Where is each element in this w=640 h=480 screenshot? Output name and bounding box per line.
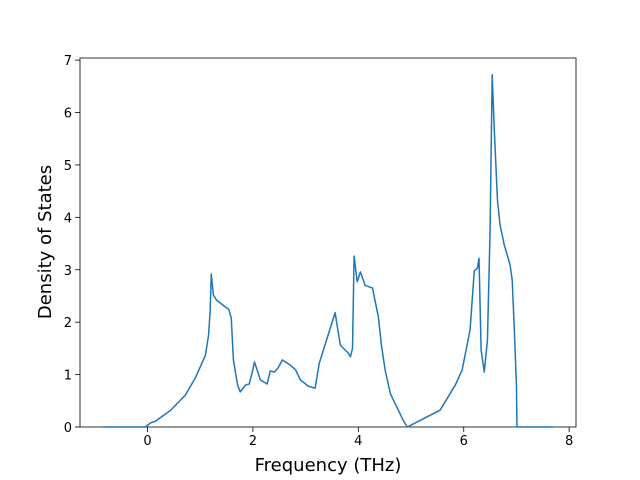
y-tick-label: 0 xyxy=(64,421,72,436)
x-tick-label: 0 xyxy=(143,434,151,449)
x-axis-label: Frequency (THz) xyxy=(255,455,402,476)
y-tick-label: 5 xyxy=(64,159,72,174)
y-tick-label: 6 xyxy=(64,107,72,122)
y-tick-label: 3 xyxy=(64,264,72,279)
x-tick-label: 8 xyxy=(565,434,573,449)
x-tick-label: 2 xyxy=(249,434,257,449)
y-tick-label: 4 xyxy=(64,211,72,226)
x-tick-label: 6 xyxy=(460,434,468,449)
plot-frame xyxy=(79,57,577,428)
y-tick-label: 1 xyxy=(64,369,72,384)
y-tick-label: 7 xyxy=(64,54,72,69)
y-axis-label: Density of States xyxy=(35,165,56,319)
x-tick-label: 4 xyxy=(354,434,362,449)
line xyxy=(102,74,554,428)
y-tick-label: 2 xyxy=(64,316,72,331)
